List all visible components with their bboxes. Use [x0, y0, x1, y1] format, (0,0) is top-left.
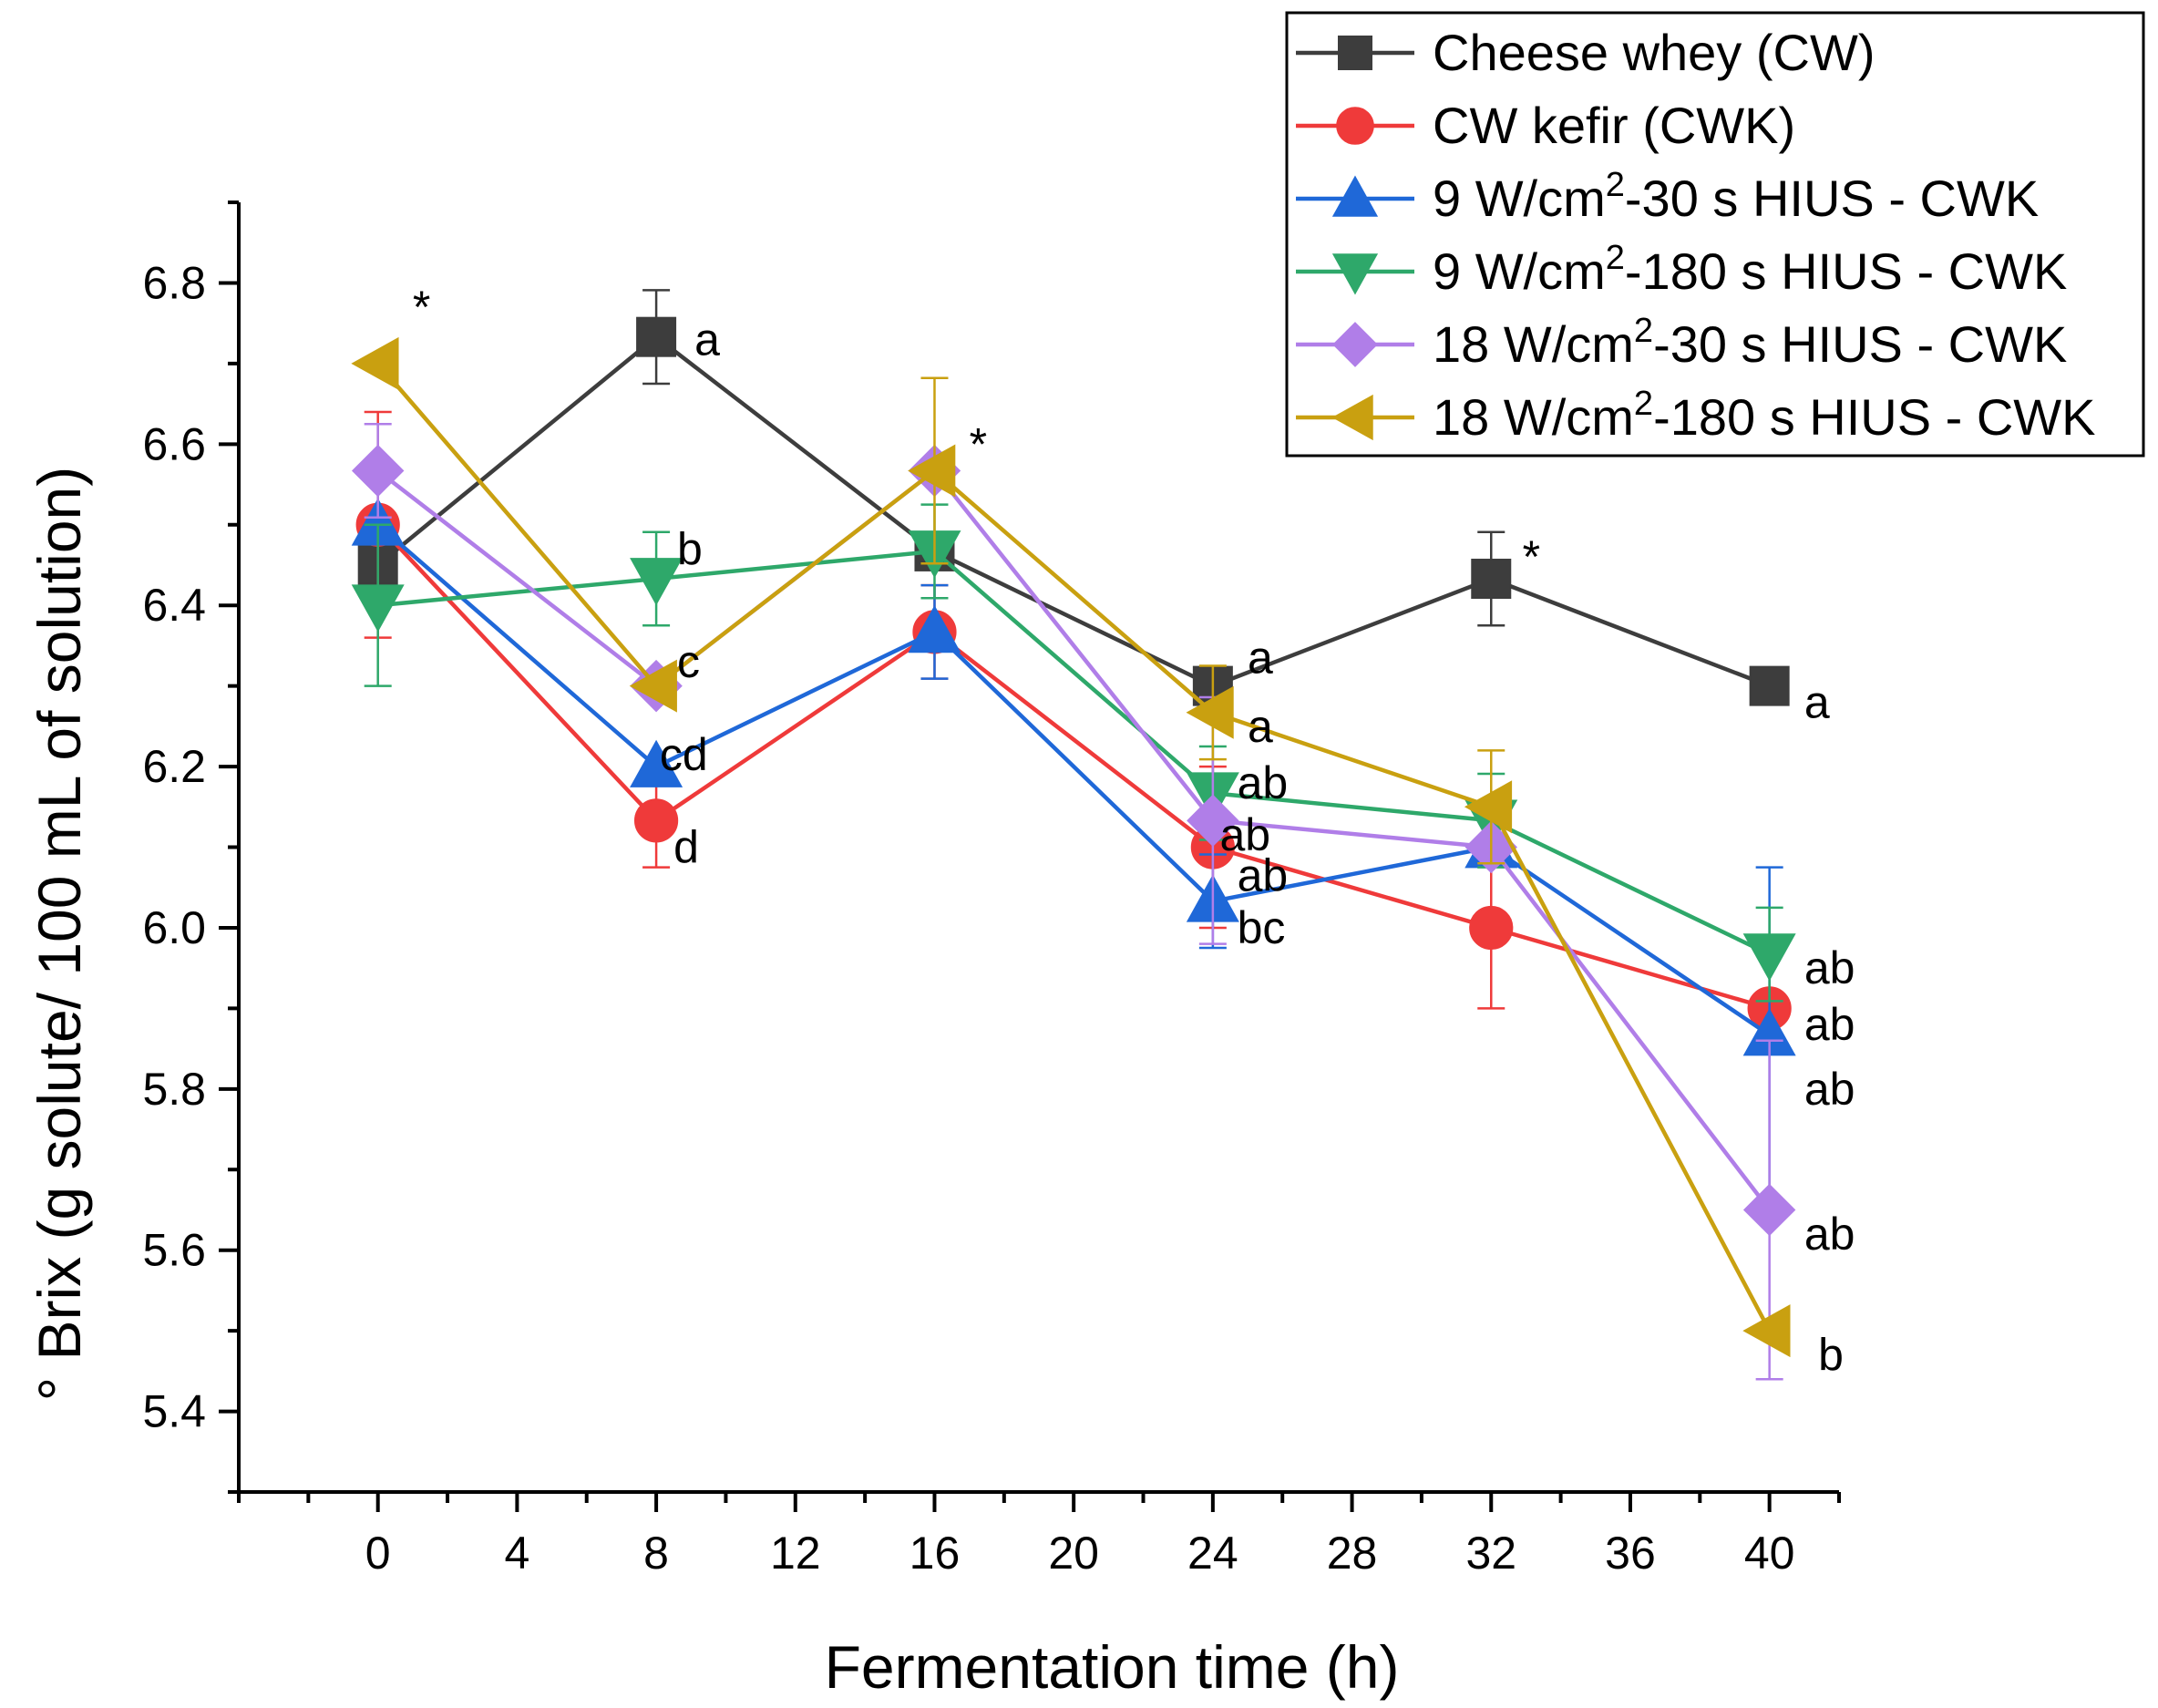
significance-label: b — [1818, 1330, 1844, 1381]
data-point — [1186, 685, 1234, 739]
data-point — [1742, 1183, 1796, 1237]
x-tick-label: 8 — [643, 1528, 669, 1579]
legend-item: CW kefir (CWK) — [1296, 97, 1795, 154]
significance-label: ab — [1238, 849, 1289, 900]
legend-item: 18 W/cm2-30 s HIUS - CWK — [1296, 312, 2067, 373]
data-point — [1187, 794, 1239, 848]
legend-label: 18 W/cm2-180 s HIUS - CWK — [1433, 385, 2095, 446]
legend-box — [1285, 11, 2145, 458]
significance-label: cd — [660, 729, 708, 780]
significance-label: a — [694, 314, 720, 365]
significance-label: a — [1248, 633, 1273, 684]
y-tick-label: 5.8 — [142, 1064, 206, 1115]
y-tick-label: 5.4 — [142, 1386, 206, 1437]
x-tick-label: 40 — [1744, 1528, 1795, 1579]
legend-item: 18 W/cm2-180 s HIUS - CWK — [1296, 385, 2095, 446]
data-point — [630, 739, 683, 787]
x-tick-label: 32 — [1465, 1528, 1516, 1579]
y-tick-label: 5.6 — [142, 1225, 206, 1276]
axes-layer: 0 4 8 12 16 20 24 28 32 36 40 5.4 5.6 5.8 6.0 6.2 6.4 6.6… — [26, 201, 1841, 1701]
x-tick-label: 20 — [1048, 1528, 1099, 1579]
significance-label: a — [1804, 676, 1830, 727]
data-point — [1464, 780, 1513, 834]
x-tick-label: 36 — [1605, 1528, 1656, 1579]
data-point — [1469, 905, 1514, 951]
significance-label: c — [677, 636, 700, 687]
x-tick-label: 0 — [365, 1528, 391, 1579]
legend-item: 9 W/cm2-30 s HIUS - CWK — [1296, 166, 2039, 227]
series-line — [376, 334, 1771, 688]
x-tick-label: 4 — [504, 1528, 529, 1579]
legend-marker — [1331, 175, 1379, 217]
series-line — [376, 523, 1771, 1037]
series-cwk — [355, 410, 1792, 1031]
y-tick-label: 6.8 — [142, 257, 206, 308]
significance-label: * — [413, 282, 430, 333]
x-tick-label: 28 — [1327, 1528, 1378, 1579]
data-point — [636, 316, 677, 357]
significance-label: ab — [1804, 1209, 1855, 1260]
data-point — [1742, 1304, 1791, 1358]
series-layer — [351, 289, 1796, 1381]
legend-marker — [1332, 322, 1378, 367]
data-point — [1742, 933, 1796, 982]
data-point — [908, 444, 956, 498]
legend-label: 9 W/cm2-30 s HIUS - CWK — [1433, 166, 2039, 227]
data-point — [629, 659, 677, 713]
legend-item: Cheese whey (CW) — [1296, 24, 1875, 81]
data-point — [1749, 665, 1790, 706]
y-tick-label: 6.6 — [142, 418, 206, 469]
y-axis-title: ° Brix (g solute/ 100 mL of solution) — [26, 467, 93, 1401]
data-point — [351, 584, 405, 633]
y-tick-label: 6.0 — [142, 902, 206, 953]
series-s9_30 — [351, 498, 1796, 1204]
significance-label: b — [677, 523, 703, 574]
series-line — [377, 549, 1771, 957]
x-tick-label: 12 — [770, 1528, 821, 1579]
series-line — [376, 523, 1771, 1011]
data-point — [908, 605, 961, 653]
significance-label: * — [970, 418, 987, 469]
series-s9_180 — [351, 503, 1796, 1003]
significance-label: ab — [1804, 999, 1855, 1050]
series-line — [375, 362, 1772, 1332]
data-point — [630, 558, 683, 606]
legend-label: Cheese whey (CW) — [1433, 24, 1875, 81]
legend-label: CW kefir (CWK) — [1433, 97, 1795, 154]
series-s18_30 — [351, 422, 1796, 1381]
x-axis-title: Fermentation time (h) — [825, 1633, 1400, 1701]
legend-marker — [1331, 394, 1373, 441]
significance-label: ab — [1804, 942, 1855, 993]
significance-label: ab — [1238, 757, 1289, 808]
legend-label: 9 W/cm2-180 s HIUS - CWK — [1433, 239, 2067, 300]
legend-item: 9 W/cm2-180 s HIUS - CWK — [1296, 239, 2067, 300]
significance-label: ab — [1804, 1064, 1855, 1115]
significance-label: * — [1523, 531, 1540, 582]
significance-label: a — [1248, 701, 1273, 752]
significance-label: bc — [1238, 902, 1286, 953]
legend-label: 18 W/cm2-30 s HIUS - CWK — [1433, 312, 2067, 373]
significance-label: d — [673, 822, 699, 873]
legend: Cheese whey (CW) CW kefir (CWK) 9 W/cm2-30… — [1285, 11, 2145, 458]
y-tick-label: 6.2 — [142, 741, 206, 792]
x-tick-label: 24 — [1187, 1528, 1238, 1579]
data-point — [351, 336, 399, 390]
significance-label: ab — [1220, 809, 1271, 860]
series-s18_180 — [351, 336, 1791, 1358]
y-tick-label: 6.4 — [142, 580, 206, 631]
data-point — [351, 444, 405, 498]
legend-marker — [1331, 253, 1379, 295]
x-tick-label: 16 — [909, 1528, 961, 1579]
series-line — [376, 468, 1772, 1211]
data-point — [1471, 559, 1512, 600]
legend-marker — [1338, 36, 1372, 70]
data-point — [633, 798, 679, 843]
legend-marker — [1336, 107, 1374, 145]
